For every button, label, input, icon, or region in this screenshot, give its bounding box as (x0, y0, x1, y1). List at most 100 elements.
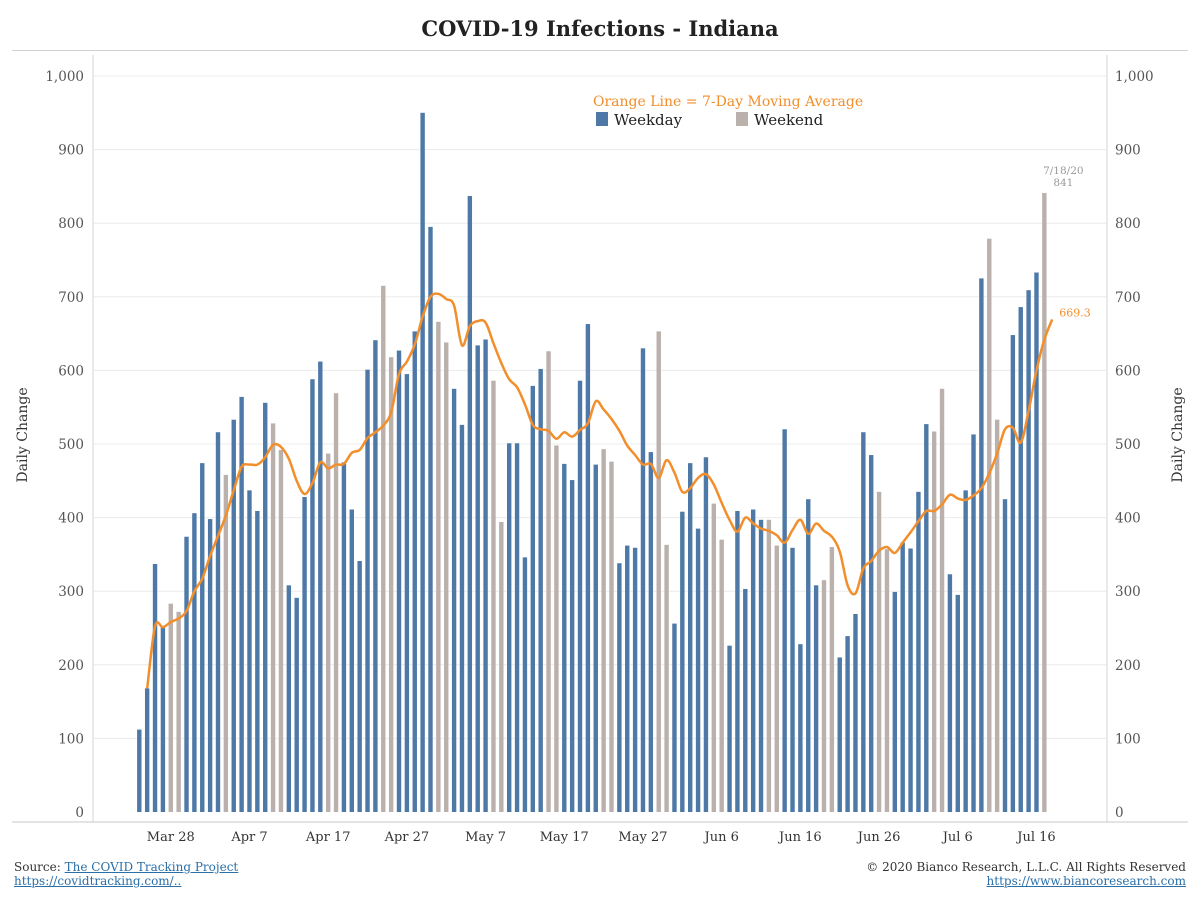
copyright-url-link[interactable]: https://www.biancoresearch.com (986, 874, 1186, 888)
bar (388, 357, 394, 812)
bar (884, 549, 890, 812)
bar (656, 331, 661, 812)
x-axis: Mar 28 Apr 7 Apr 17 Apr 27 May 7 May 17 May 27… (147, 830, 1056, 845)
bar (609, 461, 614, 812)
bar (428, 226, 433, 812)
y-tick-left-900: 900 (58, 143, 84, 159)
bar (160, 625, 166, 812)
bar (813, 585, 819, 812)
bar (530, 385, 535, 812)
bar (333, 393, 339, 812)
bar (1042, 193, 1047, 813)
bar-series (137, 112, 1047, 813)
bar (569, 480, 575, 812)
source-url-link[interactable]: https://covidtracking.com/.. (14, 874, 182, 888)
bar (467, 195, 473, 812)
bar (144, 688, 150, 812)
bar (845, 636, 850, 812)
y-tick-right-0: 0 (1115, 805, 1124, 821)
bar (703, 457, 709, 812)
bar (577, 380, 583, 812)
bar (483, 339, 488, 812)
y-tick-right-400: 400 (1115, 511, 1141, 527)
bar (546, 351, 551, 812)
bar (499, 522, 504, 812)
x-tick-label: Apr 27 (384, 830, 430, 845)
legend-note: Orange Line = 7-Day Moving Average (593, 94, 863, 110)
bar (1018, 307, 1023, 812)
bar (357, 561, 362, 812)
y-tick-right-500: 500 (1115, 437, 1141, 453)
bar (837, 657, 842, 812)
bar (601, 449, 606, 812)
source-link[interactable]: The COVID Tracking Project (64, 860, 239, 874)
bar (176, 611, 181, 812)
y-tick-left-600: 600 (58, 363, 84, 379)
bar (861, 432, 866, 812)
bar (239, 396, 244, 812)
bar (207, 519, 213, 812)
y-tick-left-100: 100 (58, 731, 84, 747)
bar (215, 432, 221, 812)
bar (648, 452, 654, 812)
bar (522, 557, 528, 812)
source-line: Source: The COVID Tracking Project (14, 860, 238, 874)
bar (672, 623, 677, 812)
bar (593, 464, 598, 812)
bar (695, 528, 701, 812)
y-tick-left-500: 500 (58, 437, 84, 453)
bar (947, 574, 953, 812)
bar (349, 509, 354, 812)
bar (979, 278, 984, 812)
legend-swatch-weekday (596, 112, 608, 126)
y-axis-label-left: Daily Change (15, 387, 31, 482)
bar (381, 285, 386, 812)
bar (1010, 335, 1016, 812)
bar (987, 238, 992, 812)
bar (632, 547, 638, 812)
y-tick-right-600: 600 (1115, 363, 1141, 379)
annotation-last-date: 7/18/20 (1043, 165, 1083, 177)
annotation-last-moving-average: 669.3 (1059, 306, 1091, 319)
bar (821, 580, 827, 812)
bar (373, 340, 378, 812)
bar (436, 321, 441, 812)
bar (939, 388, 945, 812)
bar (680, 511, 685, 812)
bar (994, 419, 1000, 812)
bar (743, 588, 748, 812)
y-tick-right-1000: 1,000 (1115, 69, 1154, 85)
bar (263, 402, 268, 812)
bar (735, 510, 740, 812)
x-tick-label: Jun 6 (702, 830, 738, 845)
bar (806, 499, 811, 812)
bar (750, 509, 756, 812)
bar (617, 563, 622, 812)
bar (853, 614, 858, 812)
bar (719, 539, 724, 812)
bar (255, 510, 260, 812)
bar (1002, 499, 1008, 812)
y-tick-left-800: 800 (58, 216, 84, 232)
legend-label-weekend: Weekend (754, 111, 824, 129)
x-tick-label: Jun 26 (856, 830, 901, 845)
title-divider (12, 50, 1188, 51)
bar (247, 490, 252, 812)
bar (302, 496, 307, 812)
bar (451, 388, 457, 812)
bar (168, 603, 173, 812)
bar (562, 463, 567, 812)
bar (829, 547, 835, 812)
bar (514, 443, 520, 812)
bar (640, 348, 646, 812)
bar (412, 331, 417, 812)
bar (538, 368, 543, 812)
y-tick-left-1000: 1,000 (45, 69, 84, 85)
bar (971, 434, 976, 812)
y-tick-right-700: 700 (1115, 290, 1141, 306)
x-tick-label: May 7 (465, 830, 506, 845)
bar (688, 463, 693, 812)
bar (766, 519, 772, 812)
y-tick-left-400: 400 (58, 511, 84, 527)
bar (396, 350, 402, 812)
